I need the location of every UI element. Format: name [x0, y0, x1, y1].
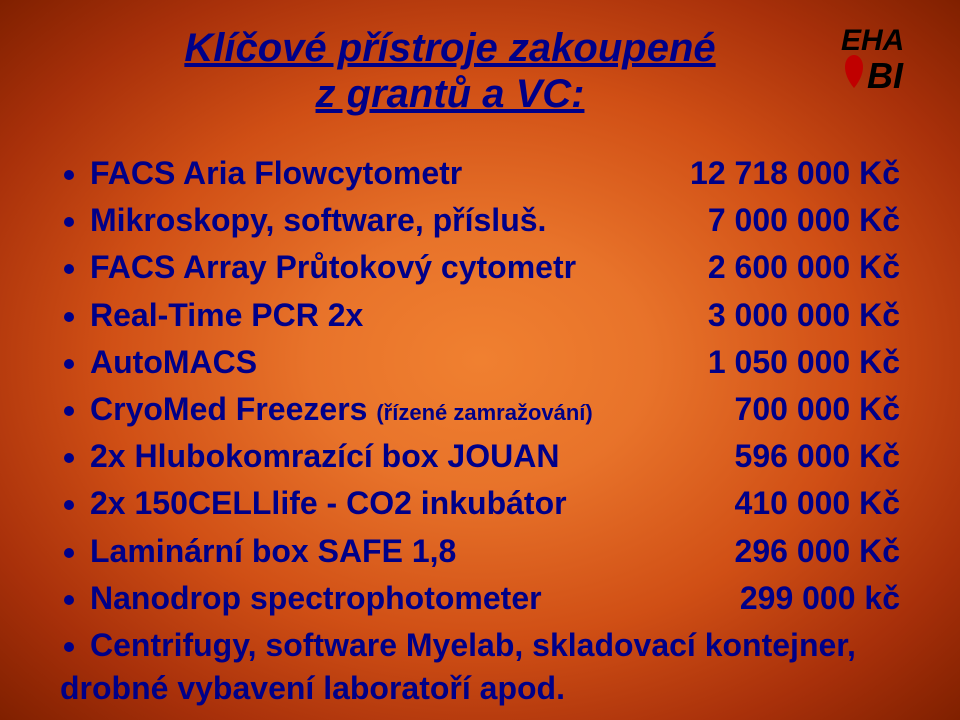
item-label: FACS Aria Flowcytometr — [90, 152, 462, 195]
list-item: 2x 150CELLlife - CO2 inkubátor 410 000 Kč — [90, 482, 900, 525]
item-label: Mikroskopy, software, přísluš. — [90, 199, 546, 242]
list-item: Laminární box SAFE 1,8 296 000 Kč — [90, 530, 900, 573]
footer-line-1: Centrifugy, software Myelab, skladovací … — [90, 627, 856, 663]
item-label: 2x 150CELLlife - CO2 inkubátor — [90, 482, 567, 525]
item-list: FACS Aria Flowcytometr 12 718 000 Kč Mikr… — [60, 152, 900, 710]
item-value: 3 000 000 Kč — [690, 294, 900, 337]
item-value: 1 050 000 Kč — [690, 341, 900, 384]
item-label: FACS Array Průtokový cytometr — [90, 246, 576, 289]
item-label: Nanodrop spectrophotometer — [90, 577, 542, 620]
item-value: 296 000 Kč — [690, 530, 900, 573]
item-value: 596 000 Kč — [690, 435, 900, 478]
list-item: Centrifugy, software Myelab, skladovací … — [90, 624, 900, 710]
logo: EHA BI — [835, 20, 925, 100]
item-value: 2 600 000 Kč — [690, 246, 900, 289]
item-value: 299 000 kč — [690, 577, 900, 620]
item-label: CryoMed Freezers (řízené zamražování) — [90, 388, 593, 431]
item-label: 2x Hlubokomrazící box JOUAN — [90, 435, 559, 478]
title-line-1: Klíčové přístroje zakoupené — [184, 26, 715, 70]
item-label: Laminární box SAFE 1,8 — [90, 530, 456, 573]
item-label: Real-Time PCR 2x — [90, 294, 363, 337]
item-label: AutoMACS — [90, 341, 257, 384]
list-item: FACS Array Průtokový cytometr 2 600 000 K… — [90, 246, 900, 289]
blood-drop-icon — [845, 55, 863, 88]
logo-top-text: EHA — [841, 24, 904, 57]
list-item: Nanodrop spectrophotometer 299 000 kč — [90, 577, 900, 620]
item-sub: (řízené zamražování) — [376, 400, 592, 425]
list-item: Mikroskopy, software, přísluš. 7 000 000 … — [90, 199, 900, 242]
list-item: 2x Hlubokomrazící box JOUAN 596 000 Kč — [90, 435, 900, 478]
slide-title: Klíčové přístroje zakoupené z grantů a V… — [60, 25, 900, 117]
title-line-2: z grantů a VC: — [316, 72, 585, 116]
list-item: Real-Time PCR 2x 3 000 000 Kč — [90, 294, 900, 337]
slide-content: Klíčové přístroje zakoupené z grantů a V… — [0, 0, 960, 710]
item-value: 700 000 Kč — [690, 388, 900, 431]
footer-line-2: drobné vybavení laboratoří apod. — [60, 670, 565, 706]
item-value: 12 718 000 Kč — [690, 152, 900, 195]
list-item: CryoMed Freezers (řízené zamražování) 700… — [90, 388, 900, 431]
list-item: AutoMACS 1 050 000 Kč — [90, 341, 900, 384]
list-item: FACS Aria Flowcytometr 12 718 000 Kč — [90, 152, 900, 195]
item-value: 410 000 Kč — [690, 482, 900, 525]
logo-bottom-text: BI — [867, 55, 904, 96]
item-value: 7 000 000 Kč — [690, 199, 900, 242]
